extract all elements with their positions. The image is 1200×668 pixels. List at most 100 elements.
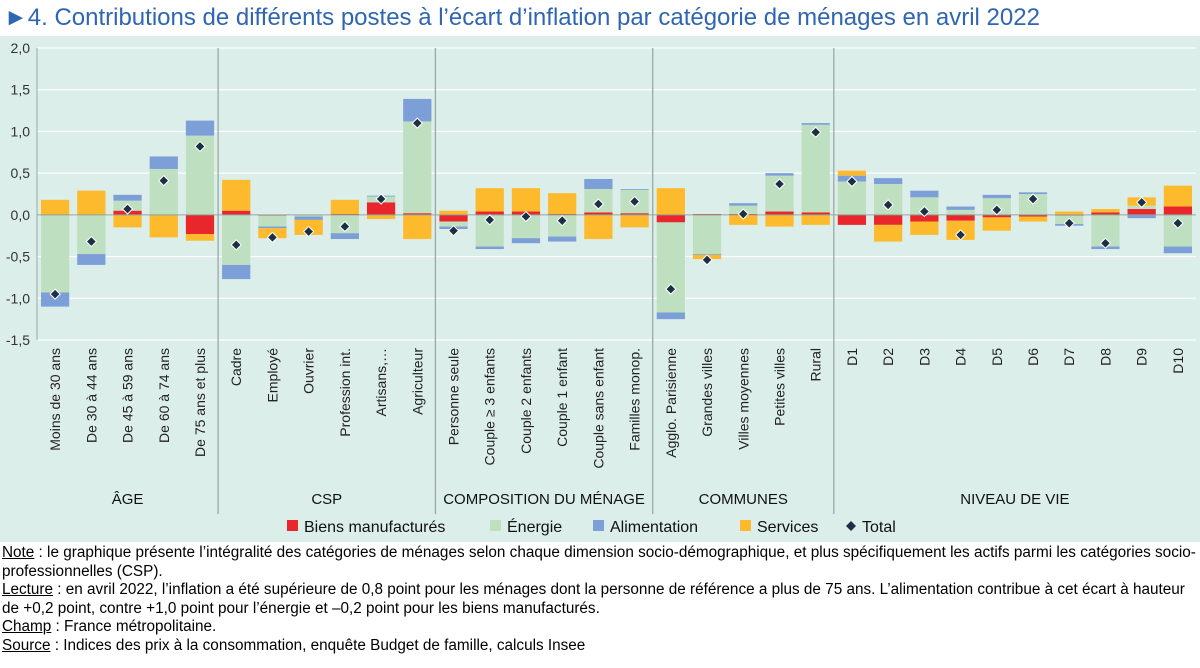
bar-segment-services: [366, 214, 396, 220]
legend-label: Biens manufacturés: [304, 519, 445, 536]
total-marker: [230, 239, 242, 251]
y-tick-label: -0,5: [6, 249, 30, 265]
x-tick-label: D9: [1134, 348, 1150, 366]
bar-segment-biens: [656, 214, 685, 223]
bar-segment-biens: [1127, 209, 1156, 215]
total-marker: [484, 214, 496, 226]
total-marker: [447, 225, 460, 237]
y-tick-label: 2,0: [11, 40, 31, 56]
bar-segment-alimentation: [149, 156, 178, 169]
x-tick-label: D3: [916, 348, 932, 366]
bar-segment-biens: [1163, 206, 1193, 215]
group-label: COMMUNES: [699, 491, 788, 508]
reading-label: Lecture: [2, 581, 54, 599]
y-tick-label: -1,0: [6, 290, 30, 306]
gridlines: [37, 47, 1196, 341]
bar-segment-energie: [77, 214, 106, 255]
bar-segment-biens: [185, 214, 215, 235]
bar-segment-services: [584, 214, 613, 240]
total-marker: [85, 235, 98, 248]
group-separators: [217, 48, 835, 514]
bar-segment-alimentation: [946, 206, 975, 210]
bar-segment-biens: [403, 213, 432, 215]
x-tick-label: Couple sans enfant: [590, 348, 606, 469]
total-marker: [520, 210, 532, 223]
note-paragraph: Note : le graphique présente l’intégrali…: [2, 544, 1198, 581]
y-tick-label: -1,5: [6, 332, 30, 348]
bar-segment-alimentation: [874, 178, 903, 184]
x-tick-label: D10: [1170, 348, 1186, 374]
stacked-bar-chart: 2,0 1,5 1,0 0,5 0,0 -0,5 -1,0 -1,5 Moins de 30 …: [0, 36, 1200, 542]
bar-segment-alimentation: [584, 178, 613, 189]
bar-segment-services: [765, 214, 794, 227]
total-marker: [882, 199, 894, 211]
bar-segment-energie: [439, 221, 468, 227]
y-axis: 2,0 1,5 1,0 0,5 0,0 -0,5 -1,0 -1,5: [6, 40, 38, 348]
total-marker: [954, 229, 967, 241]
chart-background: [0, 36, 1200, 542]
total-marker: [665, 283, 677, 295]
x-tick-label: Artisans,…: [373, 348, 389, 416]
bar-segment-biens: [837, 214, 867, 225]
total-marker: [266, 231, 279, 244]
legend-label: Énergie: [507, 517, 562, 536]
legend: Biens manufacturés Énergie Alimentation Ser…: [287, 517, 896, 536]
x-tick-label: Couple 1 enfant: [554, 348, 570, 447]
total-marker: [302, 225, 315, 238]
bar-segment-services: [729, 214, 758, 225]
x-tick-label: De 45 à 59 ans: [120, 348, 136, 443]
x-tick-label: Villes moyennes: [735, 348, 751, 450]
bar-segment-services: [475, 188, 504, 212]
total-marker: [773, 178, 786, 190]
total-marker: [1099, 237, 1112, 249]
x-tick-label: D2: [880, 348, 896, 366]
bar-segment-services: [1163, 185, 1193, 207]
bar-segment-services: [801, 214, 830, 225]
total-marker: [1063, 217, 1075, 229]
y-tick-label: 0,5: [11, 165, 31, 181]
bar-segment-services: [113, 214, 142, 228]
bar-segment-services: [1018, 216, 1048, 222]
legend-total-swatch: [846, 521, 856, 531]
bar-segment-alimentation: [910, 190, 939, 198]
bar-segment-alimentation: [801, 123, 830, 125]
x-tick-label: Cadre: [228, 348, 244, 386]
bar-segment-alimentation: [403, 98, 432, 122]
bar-segment-alimentation: [222, 264, 251, 280]
y-tick-label: 1,5: [11, 82, 31, 98]
bar-segment-biens: [366, 202, 396, 215]
total-markers: [49, 117, 1184, 300]
bar-segment-energie: [511, 214, 541, 239]
bar-segment-services: [222, 179, 251, 211]
x-tick-label: Personne seule: [446, 348, 462, 446]
bar-segment-biens: [1018, 214, 1048, 217]
note-text: : le graphique présente l’intégralité de…: [2, 544, 1196, 580]
y-tick-label: 0,0: [11, 207, 31, 223]
legend-energie-swatch: [490, 520, 501, 531]
legend-services-swatch: [740, 520, 751, 531]
source-paragraph: Source : Indices des prix à la consommat…: [2, 637, 1198, 656]
legend-label: Alimentation: [610, 519, 698, 536]
bar-segment-alimentation: [1018, 192, 1048, 194]
total-marker: [194, 140, 206, 153]
total-marker: [411, 117, 424, 129]
bar-segment-alimentation: [982, 194, 1011, 199]
total-marker: [1172, 217, 1184, 229]
x-tick-label: Grandes villes: [699, 348, 715, 437]
bar-segment-alimentation: [1127, 214, 1156, 219]
bar-segment-services: [1055, 211, 1084, 215]
x-tick-label: Rural: [808, 348, 824, 381]
legend-alimentation-swatch: [593, 520, 604, 531]
total-marker: [846, 175, 858, 188]
bar-segment-energie: [40, 214, 70, 293]
x-tick-label: D4: [953, 348, 969, 366]
x-tick-label: Agglo. Parisienne: [663, 348, 679, 458]
source-text: : Indices des prix à la consommation, en…: [50, 636, 586, 654]
x-tick-label: D8: [1097, 348, 1113, 366]
bar-segment-services: [620, 214, 649, 228]
x-tick-label: D5: [989, 348, 1005, 366]
bar-segment-alimentation: [548, 236, 577, 242]
bar-segment-services: [403, 214, 432, 240]
x-tick-label: Couple ≥ 3 enfants: [482, 348, 498, 465]
reading-paragraph: Lecture : en avril 2022, l’inflation a é…: [2, 581, 1198, 618]
